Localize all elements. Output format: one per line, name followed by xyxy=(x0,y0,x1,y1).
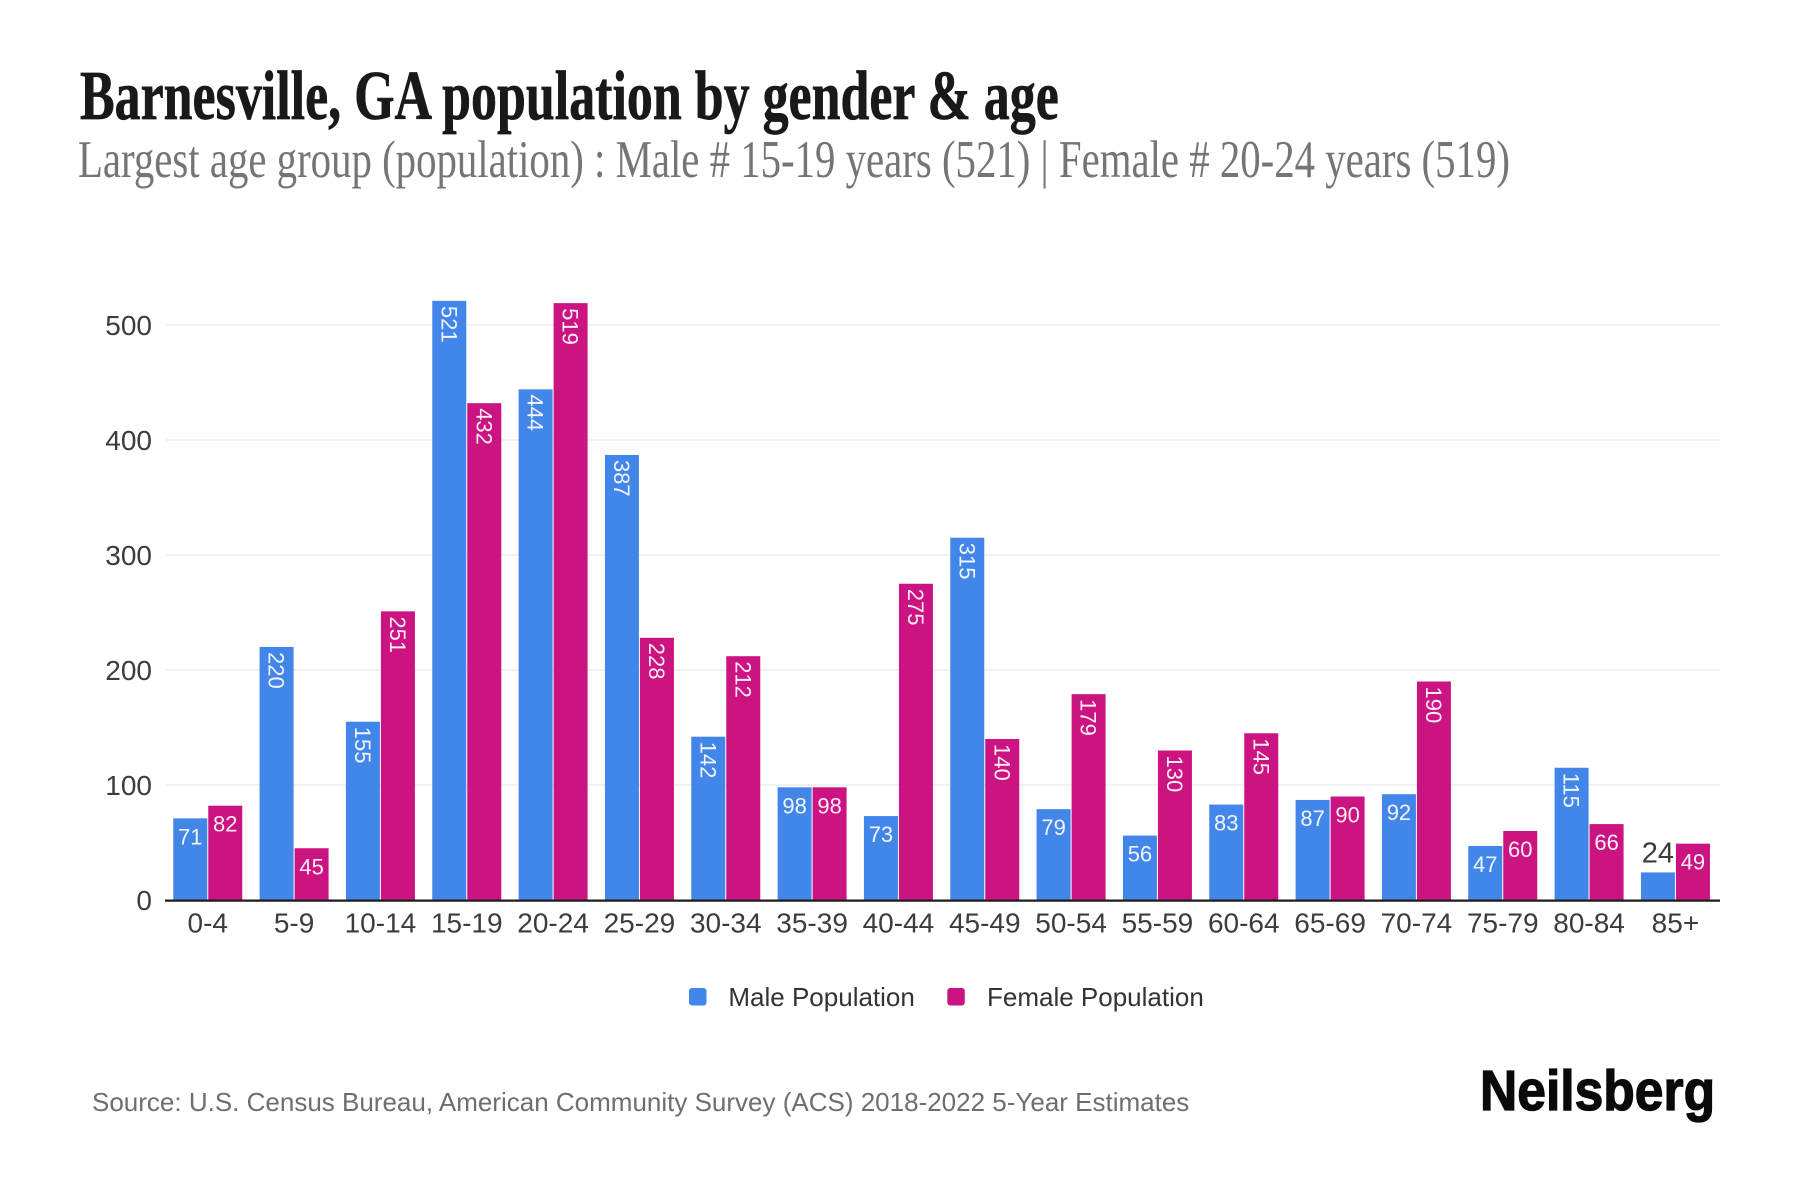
svg-text:400: 400 xyxy=(105,425,152,456)
svg-text:Male Population: Male Population xyxy=(728,982,914,1012)
svg-text:83: 83 xyxy=(1214,811,1238,836)
svg-text:24: 24 xyxy=(1642,837,1674,869)
svg-text:100: 100 xyxy=(105,770,152,801)
svg-text:60: 60 xyxy=(1508,837,1532,862)
svg-text:228: 228 xyxy=(644,643,669,680)
svg-text:142: 142 xyxy=(695,742,720,779)
svg-text:521: 521 xyxy=(436,306,461,343)
svg-text:251: 251 xyxy=(385,616,410,653)
svg-text:56: 56 xyxy=(1128,842,1152,867)
svg-text:87: 87 xyxy=(1300,806,1324,831)
svg-text:212: 212 xyxy=(730,661,755,698)
svg-text:115: 115 xyxy=(1559,773,1584,808)
svg-text:500: 500 xyxy=(105,310,152,341)
svg-text:20-24: 20-24 xyxy=(517,908,589,939)
svg-text:49: 49 xyxy=(1681,850,1705,875)
svg-text:82: 82 xyxy=(213,812,237,837)
svg-text:40-44: 40-44 xyxy=(863,908,935,939)
svg-text:315: 315 xyxy=(954,543,979,580)
svg-text:70-74: 70-74 xyxy=(1381,908,1453,939)
svg-text:90: 90 xyxy=(1335,803,1359,828)
svg-text:66: 66 xyxy=(1594,830,1618,855)
svg-text:200: 200 xyxy=(105,655,152,686)
svg-text:25-29: 25-29 xyxy=(604,908,676,939)
svg-text:75-79: 75-79 xyxy=(1467,908,1539,939)
svg-text:47: 47 xyxy=(1473,852,1497,877)
svg-text:65-69: 65-69 xyxy=(1294,908,1366,939)
svg-text:275: 275 xyxy=(903,589,928,626)
svg-text:71: 71 xyxy=(178,824,202,849)
svg-text:10-14: 10-14 xyxy=(345,908,417,939)
svg-text:0-4: 0-4 xyxy=(188,908,228,939)
svg-text:130: 130 xyxy=(1162,756,1187,793)
svg-text:98: 98 xyxy=(817,793,841,818)
svg-text:220: 220 xyxy=(264,652,289,689)
svg-text:387: 387 xyxy=(609,460,634,497)
svg-text:5-9: 5-9 xyxy=(274,908,314,939)
svg-text:155: 155 xyxy=(350,727,375,764)
svg-text:79: 79 xyxy=(1041,815,1065,840)
svg-text:0: 0 xyxy=(136,885,152,916)
svg-text:45-49: 45-49 xyxy=(949,908,1021,939)
svg-text:145: 145 xyxy=(1248,738,1273,775)
svg-text:35-39: 35-39 xyxy=(776,908,848,939)
svg-text:80-84: 80-84 xyxy=(1553,908,1625,939)
svg-text:92: 92 xyxy=(1387,800,1411,825)
svg-text:15-19: 15-19 xyxy=(431,908,503,939)
svg-text:30-34: 30-34 xyxy=(690,908,762,939)
svg-text:45: 45 xyxy=(299,854,323,879)
svg-text:140: 140 xyxy=(989,744,1014,781)
svg-text:73: 73 xyxy=(869,822,893,847)
svg-text:190: 190 xyxy=(1421,687,1446,724)
svg-text:50-54: 50-54 xyxy=(1035,908,1107,939)
svg-text:Female Population: Female Population xyxy=(987,982,1204,1012)
svg-text:300: 300 xyxy=(105,540,152,571)
svg-text:519: 519 xyxy=(558,308,583,345)
svg-text:98: 98 xyxy=(782,793,806,818)
svg-text:432: 432 xyxy=(471,408,496,445)
svg-text:60-64: 60-64 xyxy=(1208,908,1280,939)
svg-text:85+: 85+ xyxy=(1652,908,1700,939)
svg-text:179: 179 xyxy=(1076,699,1101,736)
svg-text:55-59: 55-59 xyxy=(1122,908,1194,939)
svg-text:444: 444 xyxy=(523,394,548,431)
